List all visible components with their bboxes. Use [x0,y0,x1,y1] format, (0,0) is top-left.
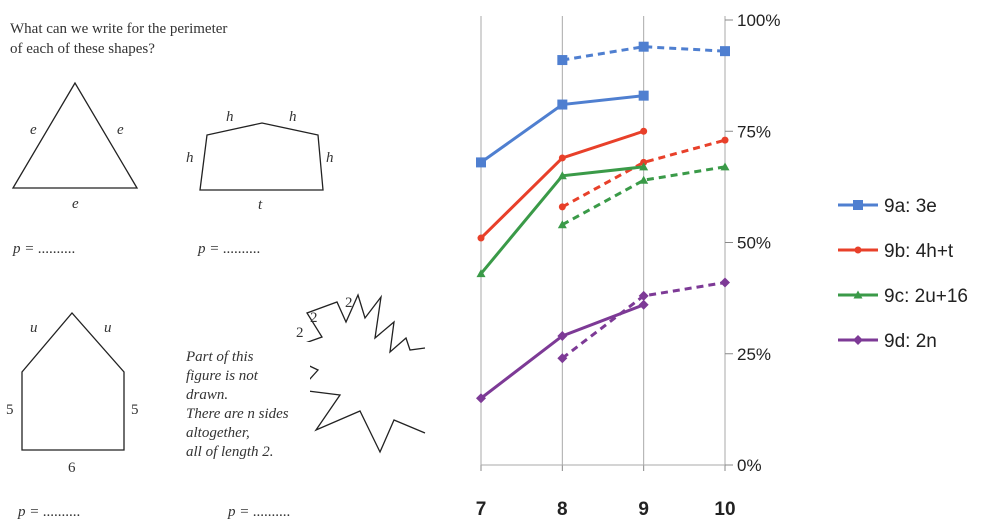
shape-label: 2 [310,310,318,326]
house [21,312,125,451]
marker [476,269,486,278]
marker [720,46,730,57]
marker [557,99,568,110]
marker [476,393,486,404]
legend-marker [853,200,863,210]
y-tick-label: 25% [737,345,771,364]
legend-marker [853,335,863,345]
answer: p = .......... [12,241,76,257]
shape-label: e [72,196,79,212]
shape-label: h [326,150,334,166]
marker [477,234,485,242]
shape-label: 5 [6,402,14,418]
legend-label: 9d: 2n [884,331,937,352]
note: There are n sides [186,406,289,422]
legend-marker [853,290,863,299]
marker [638,299,649,310]
marker [558,203,566,211]
shape-label: u [30,320,38,336]
shape-label: 2 [345,295,353,311]
marker [638,41,649,52]
legend-marker [854,246,862,254]
worksheet: What can we write for the perimeter of e… [6,21,426,520]
shape-label: 6 [68,460,76,476]
x-tick-label: 7 [476,499,487,520]
y-tick-label: 100% [737,11,780,30]
pentagon [199,122,324,191]
question: What can we write for the perimeter [10,21,227,37]
marker [557,55,568,66]
marker [720,277,730,288]
legend-label: 9a: 3e [884,196,937,217]
shape-label: h [289,109,297,125]
shape-label: e [30,122,37,138]
note: figure is not [186,368,259,384]
marker [557,220,567,229]
marker [721,136,729,144]
answer: p = .......... [17,504,81,520]
answer: p = .......... [197,241,261,257]
shape-label: t [258,197,263,213]
marker [638,290,649,301]
x-tick-label: 10 [714,499,735,520]
y-tick-label: 50% [737,234,771,253]
question: of each of these shapes? [10,41,155,57]
marker [476,157,486,168]
shape-label: e [117,122,124,138]
legend-label: 9c: 2u+16 [884,286,968,307]
marker [720,162,730,171]
triangle [11,81,139,189]
star-bottom [279,351,426,454]
note-background [182,342,310,462]
marker [557,330,568,341]
shape-label: 5 [131,402,139,418]
note: drawn. [186,387,228,403]
marker [639,175,649,184]
x-tick-label: 8 [557,499,568,520]
series-line [561,165,726,227]
shape-label: u [104,320,112,336]
y-tick-label: 0% [737,456,762,475]
star-top [279,293,426,354]
legend-label: 9b: 4h+t [884,241,954,262]
shape-label: h [226,109,234,125]
x-tick-label: 9 [638,499,649,520]
marker [640,127,648,135]
marker [558,154,566,162]
shape-label: 2 [296,325,304,341]
marker [638,90,649,101]
marker [557,171,567,180]
marker [557,353,568,364]
series-line [561,138,726,209]
y-tick-label: 75% [737,122,771,141]
note: Part of this [185,349,254,365]
answer: p = .......... [227,504,291,520]
marker [639,162,649,171]
note: altogether, [186,425,250,441]
series-line [562,45,726,62]
shape-label: h [186,150,194,166]
note: all of length 2. [186,444,274,460]
